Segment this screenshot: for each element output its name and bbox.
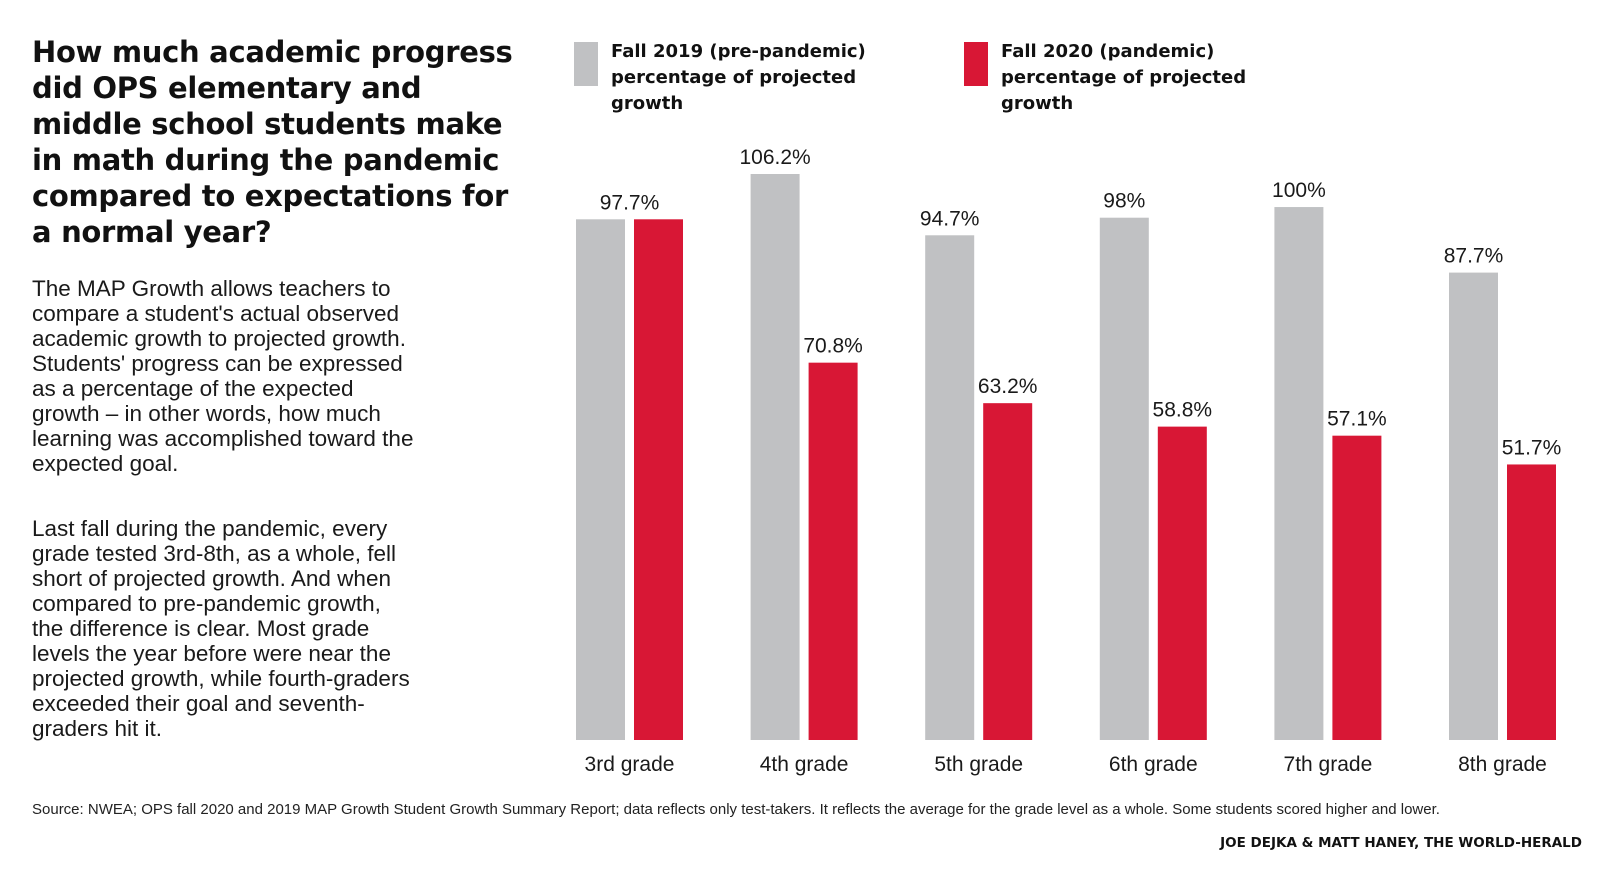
legend-line2: percentage of projected growth (611, 67, 857, 114)
value-label-fall-2020-7th-grade: 57.1% (1327, 408, 1387, 431)
bar-fall-2020-7th-grade (1332, 435, 1382, 740)
legend-line1: Fall 2019 (pre-pandemic) (611, 41, 866, 62)
bar-fall-2019-6th-grade (1099, 217, 1149, 740)
category-label-3rd-grade: 3rd grade (585, 753, 675, 776)
value-label-fall-2020-8th-grade: 51.7% (1502, 436, 1562, 459)
value-label-fall-2019-7th-grade: 100% (1272, 179, 1326, 202)
category-label-8th-grade: 8th grade (1458, 753, 1547, 776)
value-label-fall-2019-8th-grade: 87.7% (1444, 245, 1504, 268)
bar-fall-2019-7th-grade (1274, 207, 1324, 740)
category-label-6th-grade: 6th grade (1109, 753, 1198, 776)
bar-fall-2020-4th-grade (808, 362, 858, 740)
bar-fall-2019-8th-grade (1449, 272, 1498, 740)
legend-label-fall-2020: Fall 2020 (pandemic) percentage of proje… (1001, 39, 1321, 117)
bar-fall-2020-5th-grade (983, 403, 1033, 740)
bar-fall-2020-3rd-grade (634, 219, 683, 740)
value-label-fall-2020-6th-grade: 58.8% (1153, 399, 1213, 422)
value-label-fall-2019-5th-grade: 94.7% (920, 207, 980, 230)
value-label-fall-2019-6th-grade: 98% (1103, 190, 1145, 213)
value-label-fall-2020-4th-grade: 70.8% (803, 335, 863, 358)
bar-fall-2019-5th-grade (925, 235, 975, 740)
source-note: Source: NWEA; OPS fall 2020 and 2019 MAP… (32, 801, 1440, 818)
bar-fall-2019-4th-grade (750, 174, 800, 740)
category-label-5th-grade: 5th grade (934, 753, 1023, 776)
value-label-fall-2020-5th-grade: 63.2% (978, 375, 1038, 398)
legend-label-fall-2019: Fall 2019 (pre-pandemic) percentage of p… (611, 39, 931, 117)
legend-line2: percentage of projected growth (1001, 67, 1247, 114)
bar-fall-2020-8th-grade (1507, 464, 1556, 740)
bar-fall-2019-3rd-grade (576, 219, 625, 740)
bar-fall-2020-6th-grade (1157, 426, 1207, 740)
value-label-shared-3rd-grade: 97.7% (600, 191, 660, 214)
legend-swatch-fall-2020 (964, 42, 988, 86)
value-label-fall-2019-4th-grade: 106.2% (739, 146, 810, 169)
legend-swatch-fall-2019 (574, 42, 598, 86)
category-label-4th-grade: 4th grade (760, 753, 849, 776)
headline: How much academic progress did OPS eleme… (32, 35, 513, 249)
legend-line1: Fall 2020 (pandemic) (1001, 41, 1215, 62)
intro-paragraph: The MAP Growth allows teachers to compar… (32, 276, 414, 476)
credit-line: JOE DEJKA & MATT HANEY, THE WORLD-HERALD (1220, 835, 1582, 851)
category-label-7th-grade: 7th grade (1284, 753, 1373, 776)
summary-paragraph: Last fall during the pandemic, every gra… (32, 516, 410, 741)
